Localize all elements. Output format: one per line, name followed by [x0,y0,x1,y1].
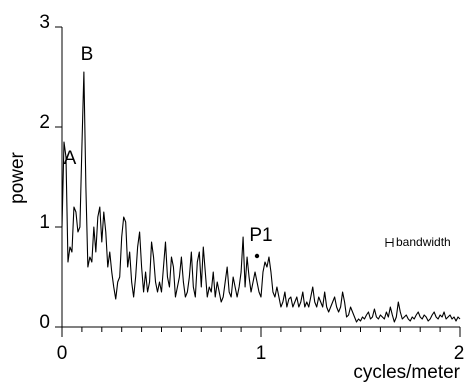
y-tick-label: 3 [39,12,50,33]
bandwidth-symbol [385,238,394,247]
y-tick-label: 2 [39,112,50,133]
x-tick-label: 1 [256,343,267,364]
annotation: bandwidth [396,235,451,249]
annotation: B [81,44,94,65]
x-axis-label: cycles/meter [353,362,460,383]
annotation: A [64,148,77,169]
peak-marker [254,253,260,259]
y-tick-label: 1 [39,212,50,233]
x-tick-label: 2 [454,343,465,364]
y-axis-label: power [7,151,28,203]
y-tick-label: 0 [39,312,50,333]
annotation: P1 [249,225,272,246]
x-tick-label: 0 [57,343,68,364]
series-line [61,71,461,323]
